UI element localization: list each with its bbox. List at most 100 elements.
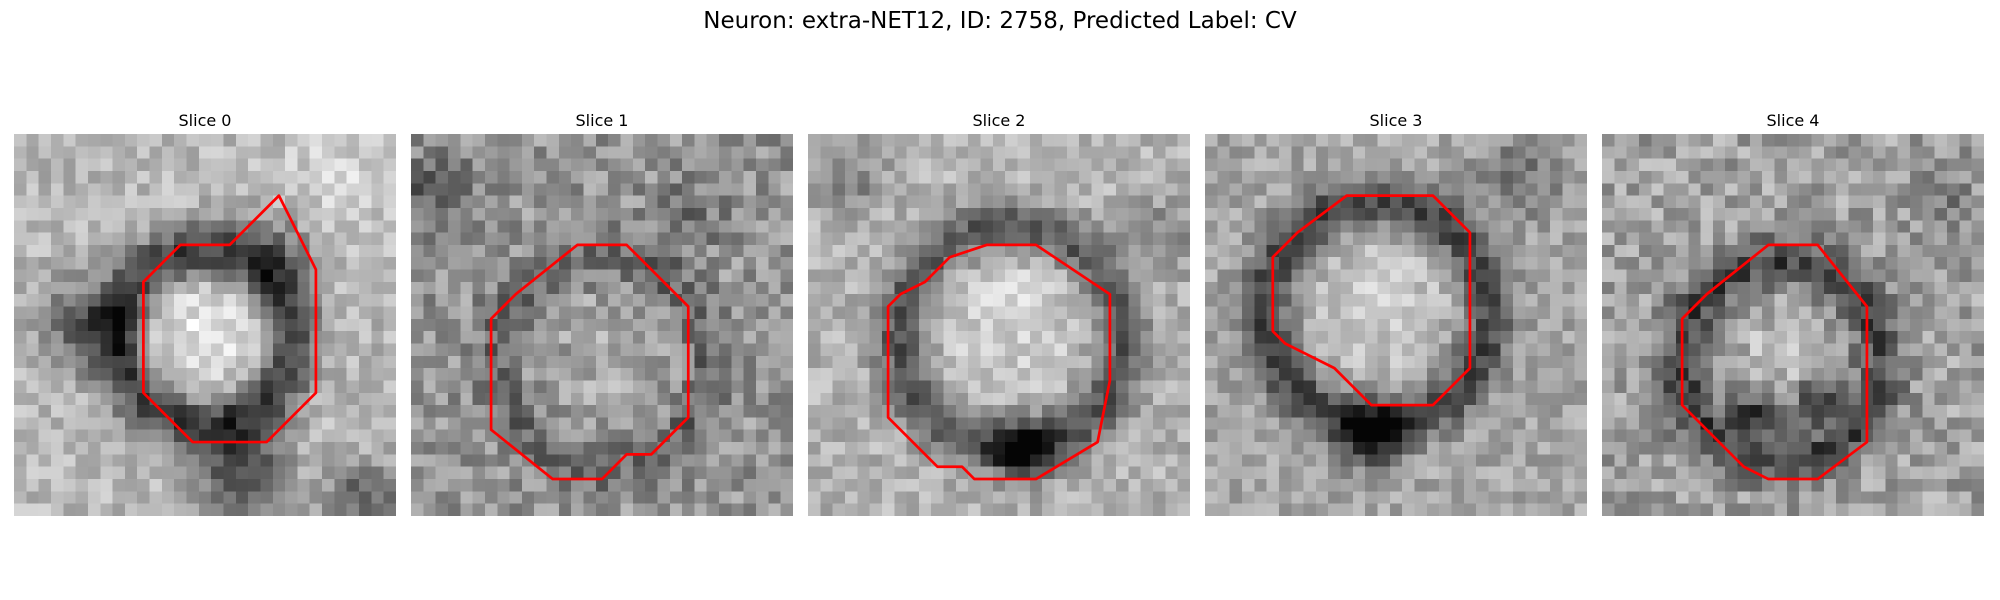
pixel <box>1029 405 1043 418</box>
pixel <box>1663 491 1677 504</box>
pixel <box>371 318 384 332</box>
pixel <box>435 281 449 295</box>
pixel <box>137 244 150 258</box>
pixel <box>1352 355 1366 369</box>
pixel <box>558 220 572 233</box>
pixel <box>285 306 298 320</box>
pixel <box>1140 343 1154 357</box>
pixel <box>1476 466 1489 480</box>
pixel <box>992 331 1006 344</box>
pixel <box>1700 405 1714 418</box>
pixel <box>359 454 372 467</box>
pixel <box>346 392 360 406</box>
pixel <box>149 281 163 295</box>
pixel <box>260 158 274 172</box>
pixel <box>595 269 609 283</box>
pixel <box>235 232 249 246</box>
pixel <box>1066 306 1080 320</box>
pixel <box>1574 183 1587 196</box>
pixel <box>285 442 298 455</box>
pixel <box>1488 479 1501 492</box>
pixel <box>1029 232 1043 246</box>
pixel <box>706 454 720 467</box>
pixel <box>706 466 720 480</box>
pixel <box>844 146 858 159</box>
pixel <box>1848 257 1862 270</box>
pixel <box>1897 257 1911 270</box>
pixel <box>1947 220 1960 233</box>
pixel <box>1116 380 1129 394</box>
pixel <box>1451 380 1465 394</box>
pixel <box>992 368 1006 381</box>
pixel <box>1177 454 1190 467</box>
pixel <box>1934 281 1948 295</box>
pixel <box>1786 479 1800 492</box>
pixel <box>756 134 769 147</box>
pixel <box>1737 306 1751 320</box>
pixel <box>1638 158 1652 172</box>
pixel <box>26 244 39 258</box>
pixel <box>174 491 187 504</box>
pixel <box>1315 331 1329 344</box>
pixel <box>1885 146 1898 159</box>
pixel <box>460 392 473 406</box>
pixel <box>1389 232 1403 246</box>
pixel <box>223 183 237 196</box>
pixel <box>1377 318 1391 332</box>
pixel <box>472 417 486 430</box>
pixel <box>1774 257 1788 270</box>
pixel <box>645 146 658 159</box>
pixel <box>509 257 523 270</box>
pixel <box>1799 281 1812 295</box>
pixel <box>14 232 27 246</box>
pixel <box>1079 368 1092 381</box>
pixel <box>968 355 981 369</box>
pixel <box>1550 380 1563 394</box>
pixel <box>521 417 535 430</box>
pixel <box>731 269 744 283</box>
pixel <box>1177 380 1190 394</box>
pixel <box>75 195 89 209</box>
pixel <box>1602 170 1615 184</box>
pixel <box>1402 244 1415 258</box>
pixel <box>198 146 212 159</box>
pixel <box>1340 466 1354 480</box>
pixel <box>620 232 634 246</box>
pixel <box>1205 442 1218 455</box>
pixel <box>731 294 744 307</box>
pixel <box>820 331 833 344</box>
pixel <box>743 244 757 258</box>
pixel <box>1439 170 1452 184</box>
pixel <box>346 355 360 369</box>
pixel <box>260 281 274 295</box>
pixel <box>1128 306 1141 320</box>
pixel <box>447 331 461 344</box>
pixel <box>1626 405 1640 418</box>
pixel <box>1017 207 1031 221</box>
pixel <box>546 158 560 172</box>
pixel <box>1574 380 1587 394</box>
pixel <box>1377 306 1391 320</box>
pixel <box>571 405 584 418</box>
pixel <box>1712 479 1726 492</box>
pixel <box>1103 158 1117 172</box>
pixel <box>706 232 720 246</box>
slice-image <box>808 134 1190 516</box>
pixel <box>1737 183 1751 196</box>
pixel <box>1278 183 1292 196</box>
pixel <box>112 380 126 394</box>
pixel <box>857 244 870 258</box>
pixel <box>1278 134 1292 147</box>
pixel <box>371 429 384 443</box>
pixel <box>719 170 732 184</box>
pixel <box>1638 146 1652 159</box>
pixel <box>844 355 858 369</box>
pixel <box>1439 429 1452 443</box>
pixel <box>359 146 372 159</box>
pixel <box>1910 405 1923 418</box>
pixel <box>100 220 113 233</box>
slice-title: Slice 3 <box>1369 111 1423 130</box>
pixel <box>112 269 126 283</box>
pixel <box>1005 195 1018 209</box>
pixel <box>1463 183 1477 196</box>
